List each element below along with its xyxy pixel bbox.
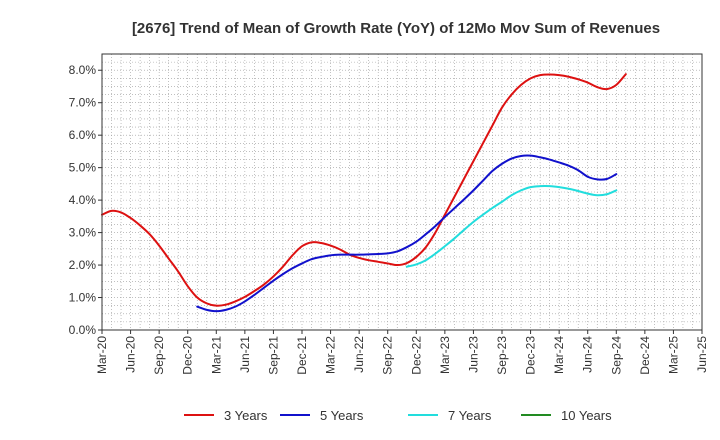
x-tick-label: Jun-23 — [466, 336, 480, 373]
y-axis: 0.0% 1.0% 2.0% 3.0% 4.0% 5.0% 6.0% 7.0% 8.0% — [69, 63, 102, 337]
x-tick-label: Sep-20 — [152, 336, 166, 375]
x-tick-label: Mar-24 — [552, 336, 566, 374]
x-tick-label: Sep-21 — [266, 336, 280, 375]
x-tick-label: Jun-24 — [581, 336, 595, 373]
y-tick-label: 7.0% — [69, 96, 97, 110]
legend: 3 Years 5 Years 7 Years 10 Years — [184, 408, 612, 423]
x-tick-label: Mar-25 — [666, 336, 680, 374]
series-line-5-years — [196, 154, 618, 313]
legend-label-5-years: 5 Years — [320, 408, 364, 423]
y-tick-label: 8.0% — [69, 63, 97, 77]
y-tick-label: 4.0% — [69, 193, 97, 207]
x-tick-label: Jun-22 — [352, 336, 366, 373]
legend-label-10-years: 10 Years — [561, 408, 612, 423]
chart-title: [2676] Trend of Mean of Growth Rate (YoY… — [132, 20, 660, 37]
x-tick-label: Dec-23 — [524, 336, 538, 375]
x-tick-label: Jun-20 — [124, 336, 138, 373]
x-tick-label: Sep-23 — [495, 336, 509, 375]
y-tick-label: 0.0% — [69, 323, 97, 337]
y-tick-label: 5.0% — [69, 161, 97, 175]
series-line-7-years — [405, 185, 618, 268]
x-tick-label: Dec-22 — [409, 336, 423, 375]
x-axis: Mar-20 Jun-20 Sep-20 Dec-20 Mar-21 Jun-21 Sep-… — [95, 330, 709, 375]
plot-border — [101, 53, 703, 331]
y-tick-label: 2.0% — [69, 258, 97, 272]
x-tick-label: Dec-21 — [295, 336, 309, 375]
x-tick-label: Sep-24 — [609, 336, 623, 375]
x-tick-label: Mar-21 — [209, 336, 223, 374]
x-tick-label: Mar-20 — [95, 336, 109, 374]
y-tick-label: 6.0% — [69, 128, 97, 142]
y-tick-label: 3.0% — [69, 226, 97, 240]
grid-horizontal — [102, 61, 702, 323]
x-tick-label: Jun-21 — [238, 336, 252, 373]
legend-label-3-years: 3 Years — [224, 408, 268, 423]
x-tick-label: Mar-22 — [324, 336, 338, 374]
x-tick-label: Dec-24 — [638, 336, 652, 375]
series-line-3-years — [101, 73, 627, 307]
x-tick-label: Dec-20 — [181, 336, 195, 375]
legend-label-7-years: 7 Years — [448, 408, 492, 423]
x-tick-label: Sep-22 — [381, 336, 395, 375]
series-layer — [101, 73, 627, 313]
y-tick-label: 1.0% — [69, 291, 97, 305]
x-tick-label: Mar-23 — [438, 336, 452, 374]
x-tick-label: Jun-25 — [695, 336, 709, 373]
